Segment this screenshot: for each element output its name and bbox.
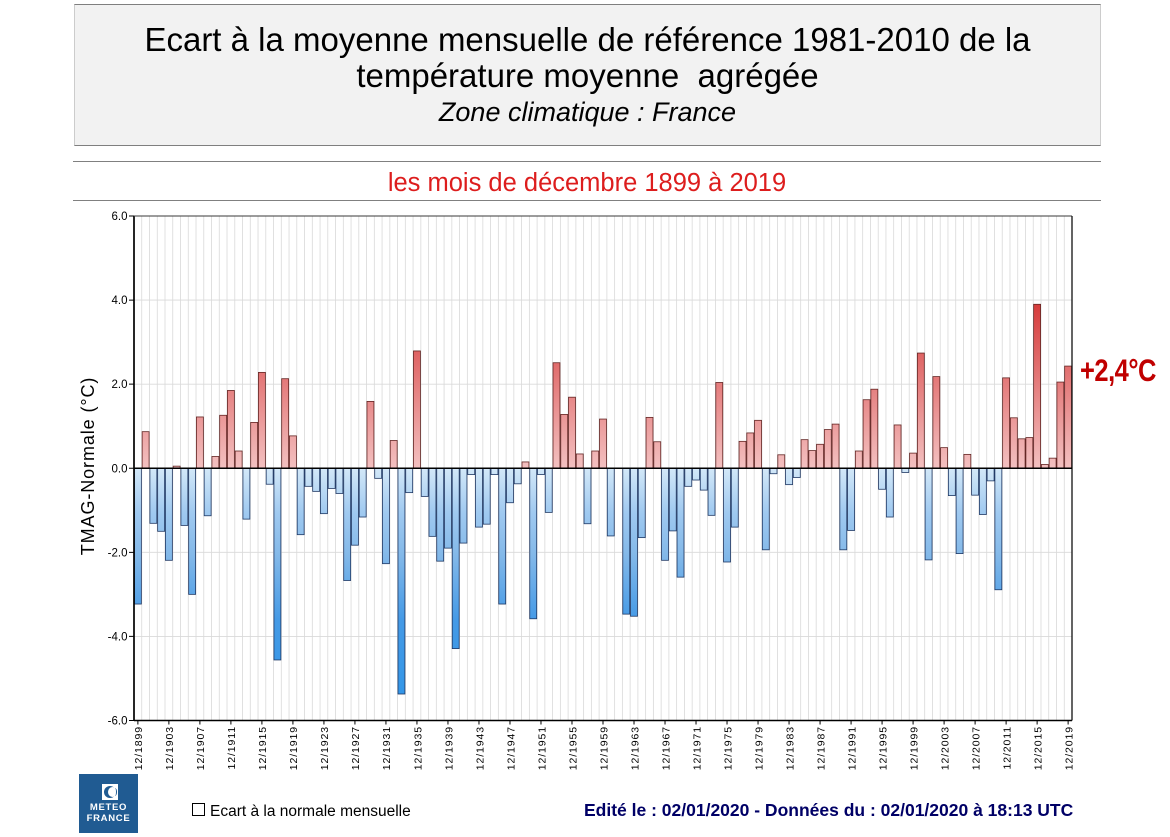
svg-text:12/1927: 12/1927 (350, 726, 362, 770)
svg-text:12/1931: 12/1931 (381, 726, 393, 770)
svg-text:12/1987: 12/1987 (815, 726, 827, 770)
svg-text:12/1967: 12/1967 (660, 726, 672, 770)
svg-text:0.0: 0.0 (112, 463, 128, 475)
svg-text:4.0: 4.0 (112, 295, 128, 307)
svg-text:12/2003: 12/2003 (939, 726, 951, 770)
svg-text:12/2011: 12/2011 (1001, 726, 1013, 769)
svg-text:12/1955: 12/1955 (567, 726, 579, 770)
svg-text:12/1915: 12/1915 (257, 726, 269, 770)
svg-text:12/1907: 12/1907 (195, 726, 207, 770)
svg-text:12/2019: 12/2019 (1063, 726, 1075, 770)
svg-text:12/1911: 12/1911 (226, 726, 238, 769)
svg-text:-2.0: -2.0 (108, 547, 128, 559)
svg-text:12/1923: 12/1923 (319, 726, 331, 770)
svg-text:-4.0: -4.0 (108, 631, 128, 643)
svg-text:12/1999: 12/1999 (908, 726, 920, 770)
svg-text:12/1979: 12/1979 (753, 726, 765, 770)
svg-text:12/1943: 12/1943 (474, 726, 486, 770)
svg-text:12/1951: 12/1951 (536, 726, 548, 770)
svg-text:12/1983: 12/1983 (784, 726, 796, 770)
svg-text:6.0: 6.0 (112, 211, 128, 223)
svg-text:12/1939: 12/1939 (443, 726, 455, 770)
svg-text:12/1995: 12/1995 (877, 726, 889, 770)
svg-text:2.0: 2.0 (112, 379, 128, 391)
svg-text:12/1991: 12/1991 (846, 726, 858, 770)
svg-text:12/2015: 12/2015 (1032, 726, 1044, 770)
svg-text:12/1963: 12/1963 (629, 726, 641, 770)
svg-text:12/2007: 12/2007 (970, 726, 982, 770)
svg-text:12/1919: 12/1919 (288, 726, 300, 770)
svg-text:12/1959: 12/1959 (598, 726, 610, 770)
svg-text:12/1935: 12/1935 (412, 726, 424, 770)
svg-text:12/1899: 12/1899 (133, 726, 145, 770)
svg-text:12/1971: 12/1971 (691, 726, 703, 770)
svg-text:12/1975: 12/1975 (722, 726, 734, 770)
svg-text:TMAG-Normale (°C): TMAG-Normale (°C) (78, 377, 98, 556)
svg-text:12/1903: 12/1903 (164, 726, 176, 770)
svg-text:12/1947: 12/1947 (505, 726, 517, 770)
svg-text:-6.0: -6.0 (108, 716, 128, 728)
